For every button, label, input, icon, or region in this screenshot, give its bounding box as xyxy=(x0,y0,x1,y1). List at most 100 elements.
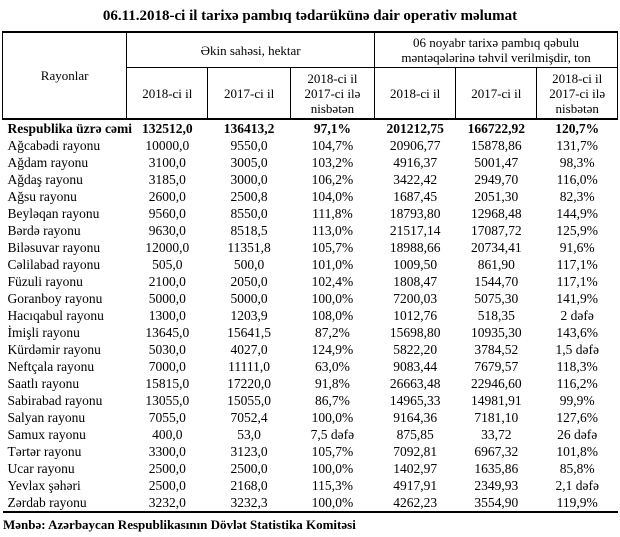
row-value: 9560,0 xyxy=(148,205,186,221)
row-value: 116,0% xyxy=(556,171,598,187)
table-row: Ağdam rayonu 3100,0 3005,0 103,2% 4916,3… xyxy=(3,154,618,171)
row-region-name: Sabirabad rayonu xyxy=(7,392,103,408)
row-value: 4917,91 xyxy=(393,477,438,493)
row-value: 100,0% xyxy=(290,494,375,513)
row-region-name: Ağdam rayonu xyxy=(7,154,89,170)
table-row: Salyan rayonu 7055,0 7052,4 100,0% 9164,… xyxy=(3,409,618,426)
row-value: 400,0 xyxy=(152,426,183,442)
row-value: 22946,60 xyxy=(470,375,522,391)
row-region-name: Hacıqabul rayonu xyxy=(7,307,104,323)
row-value: 101,8% xyxy=(556,443,598,459)
row-value: 8518,5 xyxy=(230,222,268,238)
row-value: 132512,0 xyxy=(126,118,208,137)
row-value: 2500,0 xyxy=(148,477,186,493)
table-row: Cəlilabad rayonu 505,0 500,0 101,0% 1009… xyxy=(3,256,618,273)
row-value: 3000,0 xyxy=(230,171,268,187)
row-value: 14965,33 xyxy=(389,392,441,408)
row-region-name: Beyləqan rayonu xyxy=(7,205,100,221)
table-row: Ağdaş rayonu 3185,0 3000,0 106,2% 3422,4… xyxy=(3,171,618,188)
row-value: 1300,0 xyxy=(148,307,186,323)
page-title: 06.11.2018-ci il tarixə pambıq tədarükün… xyxy=(102,8,518,24)
row-value: 5000,0 xyxy=(230,290,268,306)
row-value: 131,7% xyxy=(556,137,598,153)
row-value: 5822,20 xyxy=(393,341,438,357)
sub-header-ton-2017: 2017-ci il xyxy=(455,67,538,120)
row-value: 5000,0 xyxy=(148,290,186,306)
table-body: Respublika üzrə cəmi 132512,0 136413,2 9… xyxy=(2,118,618,513)
row-value: 15055,0 xyxy=(227,392,272,408)
row-value: 1635,86 xyxy=(474,460,519,476)
table-row: Tərtər rayonu 3300,0 3123,0 105,7% 7092,… xyxy=(3,443,618,460)
row-value: 115,3% xyxy=(311,477,353,493)
row-value: 3784,52 xyxy=(474,341,519,357)
row-value: 20906,77 xyxy=(389,137,441,153)
table-row: Bərdə rayonu 9630,0 8518,5 113,0% 21517,… xyxy=(3,222,618,239)
row-value: 21517,14 xyxy=(389,222,441,238)
group-header-sown-area: Əkin sahəsi, hektar xyxy=(126,31,376,68)
row-value: 15641,5 xyxy=(227,324,272,340)
row-value: 875,85 xyxy=(396,426,434,442)
row-region-name: Biləsuvar rayonu xyxy=(7,239,101,255)
row-value: 861,90 xyxy=(477,256,515,272)
row-value: 9550,0 xyxy=(230,137,268,153)
row-value: 26 dəfə xyxy=(557,426,598,442)
row-value: 101,0% xyxy=(311,256,354,272)
row-region-name: İmişli rayonu xyxy=(7,324,80,340)
row-value: 2168,0 xyxy=(230,477,268,493)
row-value: 1402,97 xyxy=(393,460,438,476)
row-value: 1687,45 xyxy=(393,188,438,204)
row-value: 15815,0 xyxy=(145,375,190,391)
table-row: Zərdab rayonu 3232,0 3232,3 100,0% 4262,… xyxy=(2,494,618,513)
table-row: Füzuli rayonu 2100,0 2050,0 102,4% 1808,… xyxy=(3,273,618,290)
row-value: 4027,0 xyxy=(230,341,268,357)
row-value: 10000,0 xyxy=(145,137,190,153)
row-value: 4262,23 xyxy=(374,494,456,513)
row-region-name: Ağdaş rayonu xyxy=(7,171,83,187)
sub-header-area-2017: 2017-ci il xyxy=(207,67,291,120)
table-row: Ağcabədi rayonu 10000,0 9550,0 104,7% 20… xyxy=(3,137,618,154)
row-value: 102,4% xyxy=(311,273,354,289)
row-value: 15878,86 xyxy=(470,137,522,153)
row-region-name: Kürdəmir rayonu xyxy=(7,341,101,357)
row-value: 2,1 dəfə xyxy=(555,477,599,493)
row-region-name: Cəlilabad rayonu xyxy=(7,256,101,272)
row-value: 53,0 xyxy=(237,426,261,442)
row-value: 105,7% xyxy=(311,239,354,255)
row-value: 63,0% xyxy=(314,358,350,374)
row-value: 11111,0 xyxy=(228,358,271,374)
row-value: 2051,30 xyxy=(474,188,519,204)
row-value: 104,7% xyxy=(311,137,354,153)
row-value: 7052,4 xyxy=(230,409,268,425)
table-header: Rayonlar Əkin sahəsi, hektar 06 noyabr t… xyxy=(1,31,618,120)
row-region-name: Salyan rayonu xyxy=(7,409,86,425)
row-value: 7055,0 xyxy=(148,409,186,425)
row-value: 14981,91 xyxy=(470,392,522,408)
row-value: 8550,0 xyxy=(230,205,268,221)
row-value: 97,1% xyxy=(290,118,375,137)
table-row: Neftçala rayonu 7000,0 11111,0 63,0% 908… xyxy=(3,358,618,375)
row-value: 7200,03 xyxy=(393,290,438,306)
row-value: 3232,3 xyxy=(207,494,291,513)
row-value: 505,0 xyxy=(152,256,183,272)
row-value: 18793,80 xyxy=(389,205,441,221)
row-value: 18988,66 xyxy=(389,239,441,255)
row-value: 86,7% xyxy=(314,392,350,408)
row-value: 3232,0 xyxy=(126,494,208,513)
table-row: Sabirabad rayonu 13055,0 15055,0 86,7% 1… xyxy=(3,392,618,409)
row-region-name: Yevlax şəhəri xyxy=(7,477,81,493)
row-value: 1203,9 xyxy=(230,307,268,323)
row-value: 1009,50 xyxy=(393,256,438,272)
row-region-name: Samux rayonu xyxy=(7,426,86,442)
row-value: 5001,47 xyxy=(474,154,519,170)
row-value: 2500,0 xyxy=(230,460,268,476)
row-region-name: Saatlı rayonu xyxy=(7,375,80,391)
row-value: 124,9% xyxy=(311,341,354,357)
table-row: Samux rayonu 400,0 53,0 7,5 dəfə 875,85 … xyxy=(3,426,618,443)
row-value: 2600,0 xyxy=(148,188,186,204)
row-value: 3005,0 xyxy=(230,154,268,170)
row-value: 2500,0 xyxy=(148,460,186,476)
row-value: 10935,30 xyxy=(470,324,522,340)
sub-header-area-ratio: 2018-ci il 2017-ci ilə nisbətən xyxy=(289,67,376,120)
table-row: İmişli rayonu 13645,0 15641,5 87,2% 1569… xyxy=(3,324,618,341)
